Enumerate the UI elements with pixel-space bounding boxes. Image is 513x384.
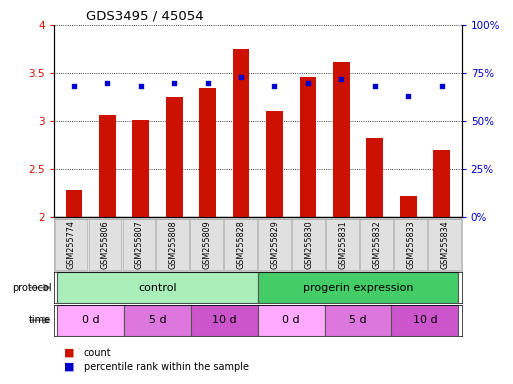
- Bar: [123, 219, 155, 270]
- Point: [204, 79, 212, 86]
- Bar: [89, 219, 121, 270]
- Point: [237, 74, 245, 80]
- Bar: [266, 111, 283, 217]
- Text: 5 d: 5 d: [349, 315, 367, 325]
- Bar: [124, 305, 191, 336]
- Text: GSM255828: GSM255828: [236, 220, 245, 269]
- Text: GSM255774: GSM255774: [66, 220, 75, 269]
- Text: GSM255829: GSM255829: [270, 220, 279, 269]
- Text: GSM255806: GSM255806: [101, 220, 109, 269]
- Bar: [361, 219, 393, 270]
- Text: ■: ■: [64, 348, 74, 358]
- Bar: [394, 219, 427, 270]
- Bar: [54, 219, 87, 270]
- Point: [270, 83, 279, 89]
- Bar: [199, 88, 216, 217]
- Bar: [391, 305, 458, 336]
- Text: 5 d: 5 d: [149, 315, 166, 325]
- Point: [170, 79, 179, 86]
- Text: percentile rank within the sample: percentile rank within the sample: [84, 362, 249, 372]
- Bar: [66, 190, 82, 217]
- Bar: [258, 305, 325, 336]
- Point: [103, 79, 111, 86]
- Text: protocol: protocol: [12, 283, 51, 293]
- Bar: [325, 305, 391, 336]
- Point: [136, 83, 145, 89]
- Point: [304, 79, 312, 86]
- Bar: [428, 219, 461, 270]
- Text: 10 d: 10 d: [212, 315, 236, 325]
- Text: GSM255830: GSM255830: [304, 220, 313, 269]
- Bar: [433, 150, 450, 217]
- Text: GSM255832: GSM255832: [372, 220, 381, 269]
- Text: control: control: [138, 283, 177, 293]
- Text: GSM255808: GSM255808: [168, 220, 177, 269]
- Bar: [57, 305, 124, 336]
- Bar: [300, 77, 317, 217]
- Bar: [326, 219, 359, 270]
- Bar: [191, 305, 258, 336]
- Bar: [166, 97, 183, 217]
- Bar: [333, 63, 350, 217]
- Text: GSM255833: GSM255833: [406, 220, 415, 269]
- Bar: [233, 49, 249, 217]
- Text: time: time: [29, 315, 51, 325]
- Bar: [99, 115, 116, 217]
- Text: progerin expression: progerin expression: [303, 283, 413, 293]
- Bar: [225, 219, 257, 270]
- Bar: [190, 219, 223, 270]
- Point: [70, 83, 78, 89]
- Bar: [366, 138, 383, 217]
- Text: 0 d: 0 d: [82, 315, 100, 325]
- Text: GSM255831: GSM255831: [338, 220, 347, 269]
- Text: count: count: [84, 348, 111, 358]
- Text: 10 d: 10 d: [412, 315, 437, 325]
- Text: GDS3495 / 45054: GDS3495 / 45054: [87, 9, 204, 22]
- Bar: [258, 272, 458, 303]
- Bar: [132, 120, 149, 217]
- Bar: [400, 196, 417, 217]
- Text: GSM255807: GSM255807: [134, 220, 143, 269]
- Point: [371, 83, 379, 89]
- Text: 0 d: 0 d: [282, 315, 300, 325]
- Bar: [259, 219, 291, 270]
- Bar: [57, 272, 258, 303]
- Point: [438, 83, 446, 89]
- Point: [404, 93, 412, 99]
- Text: ■: ■: [64, 362, 74, 372]
- Bar: [292, 219, 325, 270]
- Text: GSM255834: GSM255834: [440, 220, 449, 269]
- Bar: [156, 219, 189, 270]
- Text: GSM255809: GSM255809: [202, 220, 211, 269]
- Point: [337, 76, 345, 82]
